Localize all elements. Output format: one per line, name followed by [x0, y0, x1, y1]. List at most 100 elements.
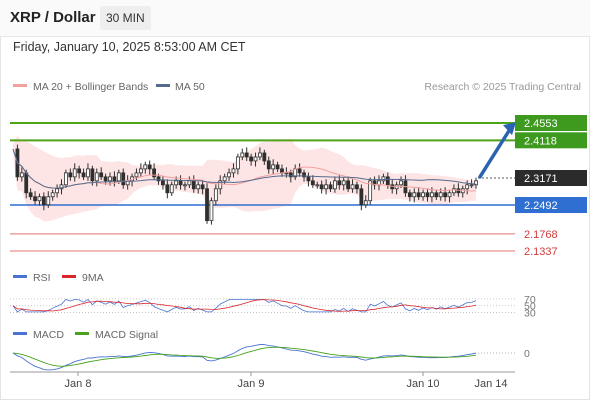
candle-body [465, 184, 470, 190]
macd-level-label: 0 [524, 348, 530, 360]
macd-panel: 0 [12, 344, 530, 371]
candle-body [240, 152, 245, 158]
candle-body [244, 152, 249, 158]
candle-body [447, 192, 452, 198]
instrument-title: XRP / Dollar [10, 9, 96, 26]
candle-body [112, 176, 117, 182]
candle-body [222, 176, 227, 182]
time-axis-label: Jan 8 [65, 378, 92, 390]
interval-button[interactable]: 30 MIN [100, 6, 151, 30]
level-label: 2.1768 [524, 229, 558, 241]
candle-body [430, 192, 434, 198]
candle-body [174, 180, 179, 186]
candle-body [456, 188, 461, 194]
candle-body [319, 184, 324, 190]
candle-body [332, 180, 337, 190]
candle-body [368, 180, 373, 202]
moving-averages [12, 148, 477, 192]
candle-body [385, 176, 390, 186]
candle-body [33, 196, 37, 202]
candle-body [200, 184, 205, 190]
candle-body [452, 188, 456, 194]
candle-body [55, 188, 59, 194]
candle-body [288, 172, 293, 178]
candle-body [218, 180, 223, 190]
candle-body [19, 172, 24, 178]
bollinger-band-fill [13, 135, 476, 222]
candle-body [178, 180, 183, 186]
candle-body [183, 184, 187, 187]
candle-body [275, 164, 280, 170]
candle-body [262, 152, 267, 162]
candle-body [235, 156, 240, 170]
copyright-credit: Research © 2025 Trading Central [424, 81, 581, 93]
rsi-level-label: 50 [524, 301, 536, 313]
candle-body [41, 196, 46, 206]
candle-body [81, 172, 86, 178]
candle-body [474, 180, 478, 186]
target-level-badge [515, 132, 587, 149]
rsi-level-label: 30 [524, 308, 536, 320]
candle-body [324, 184, 328, 190]
candle-body [381, 176, 386, 182]
candle-body [50, 192, 55, 198]
candle-body [421, 192, 425, 198]
candle-body [46, 196, 51, 206]
candle-body [341, 180, 346, 186]
candle-body [363, 200, 368, 206]
candle-body [108, 176, 112, 182]
candle-body [249, 156, 254, 162]
time-axis-label: Jan 9 [238, 378, 265, 390]
candle-body [425, 192, 430, 198]
level-label: 2.4118 [524, 135, 557, 147]
candle-body [121, 172, 126, 186]
macd-signal-legend-label: MACD Signal [95, 329, 158, 341]
candle-body [306, 176, 311, 182]
candle-body [156, 176, 161, 182]
candle-body [143, 164, 148, 170]
candle-body [165, 184, 170, 194]
forecast-arrow-head [503, 122, 516, 136]
candle-body [59, 184, 64, 190]
support-level-badge [515, 197, 587, 214]
ma50-legend-swatch [156, 84, 170, 87]
candle-body [407, 192, 412, 198]
candle-body [284, 172, 289, 175]
candle-body [258, 152, 262, 158]
candle-body [196, 184, 201, 190]
rsi-ma-line [12, 299, 477, 312]
candle-body [350, 184, 355, 190]
last-price-badge [515, 170, 587, 187]
candle-body [310, 180, 315, 186]
time-axis-label: Jan 10 [406, 378, 439, 390]
candle-body [337, 180, 342, 186]
candle-body [315, 184, 320, 187]
candle-body [147, 164, 152, 170]
candle-body [416, 192, 421, 198]
candle-body [443, 192, 448, 198]
rsi-ma-legend-label: 9MA [82, 272, 104, 284]
candle-body [77, 168, 82, 174]
time-axis: Jan 8 Jan 9 Jan 10 Jan 14 [65, 372, 508, 390]
forecast-arrow [478, 122, 516, 179]
candle-body [412, 192, 417, 198]
candle-body [68, 172, 73, 178]
candle-body [103, 176, 108, 182]
level-label: 2.1337 [524, 246, 558, 258]
candle-body [266, 160, 271, 170]
candle-body [99, 172, 104, 178]
candle-body [72, 168, 77, 178]
candle-body [209, 200, 214, 222]
candle-body [359, 188, 364, 206]
rsi-ma-legend-swatch [62, 275, 76, 278]
rsi-legend-swatch [13, 275, 27, 278]
candle-body [116, 172, 121, 182]
price-levels [10, 122, 515, 252]
candle-body [24, 172, 29, 194]
candle-body [434, 192, 439, 198]
rsi-level-label: 70 [524, 294, 536, 306]
macd-legend-swatch [13, 332, 27, 335]
candle-body [469, 184, 474, 187]
